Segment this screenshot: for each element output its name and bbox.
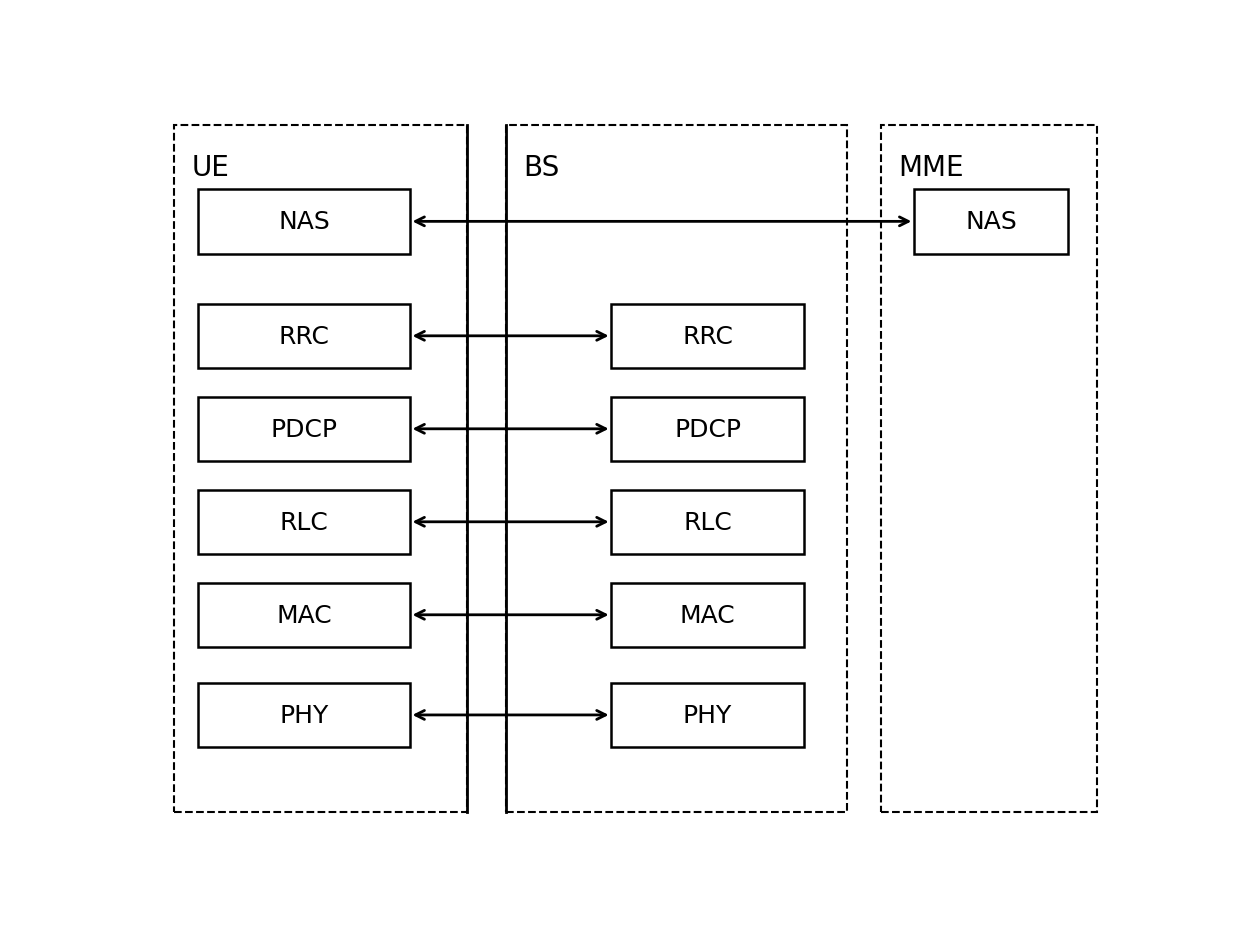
Text: NAS: NAS [278, 210, 330, 234]
Text: RRC: RRC [279, 325, 330, 348]
Bar [198, 190, 409, 254]
Bar [506, 125, 847, 812]
Bar [611, 304, 804, 368]
Text: MAC: MAC [680, 603, 735, 627]
Text: PHY: PHY [683, 703, 732, 728]
Bar [611, 490, 804, 554]
Text: NAS: NAS [965, 210, 1017, 234]
Bar [611, 683, 804, 747]
Bar [198, 397, 409, 461]
Bar [611, 583, 804, 648]
Bar [198, 490, 409, 554]
Bar [198, 583, 409, 648]
Bar [174, 125, 467, 812]
Text: RRC: RRC [682, 325, 733, 348]
Text: UE: UE [191, 154, 229, 182]
Bar [198, 683, 409, 747]
Text: PHY: PHY [279, 703, 329, 728]
Text: MAC: MAC [277, 603, 332, 627]
Text: PDCP: PDCP [675, 418, 742, 442]
Text: RLC: RLC [683, 510, 732, 535]
Bar [914, 190, 1068, 254]
Text: MME: MME [898, 154, 963, 182]
Text: PDCP: PDCP [270, 418, 337, 442]
Text: BS: BS [523, 154, 559, 182]
Text: RLC: RLC [279, 510, 329, 535]
Bar [198, 304, 409, 368]
Bar [611, 397, 804, 461]
Bar [880, 125, 1096, 812]
